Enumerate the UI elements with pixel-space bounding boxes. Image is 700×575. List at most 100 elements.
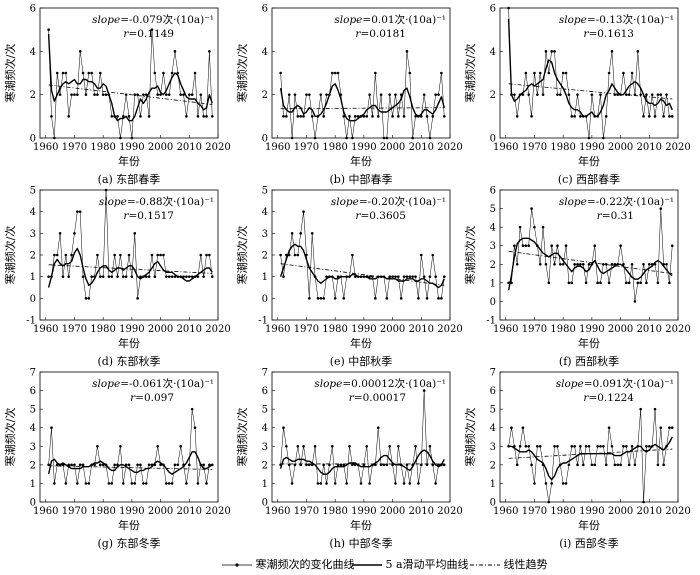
y-tick-label: -1 bbox=[26, 316, 36, 327]
series-raw-point bbox=[202, 275, 205, 278]
series-raw-point bbox=[417, 482, 420, 485]
series-raw-point bbox=[61, 275, 65, 278]
y-tick-label: 4 bbox=[490, 47, 496, 58]
series-raw-point bbox=[290, 136, 294, 140]
panel-caption: (d) 东部秋季 bbox=[97, 354, 160, 368]
series-raw-point bbox=[81, 71, 85, 75]
legend-item-raw: 寒潮频次的变化曲线 bbox=[222, 556, 355, 572]
legend-label-linear-trend: 线性趋势 bbox=[503, 558, 548, 571]
y-axis-label: 寒潮频次/次 bbox=[3, 44, 17, 103]
y-tick-label: 3 bbox=[490, 241, 496, 252]
series-raw-point bbox=[348, 115, 351, 118]
x-tick-label: 1970 bbox=[294, 142, 319, 153]
series-raw-point bbox=[544, 262, 548, 266]
series-raw-point bbox=[570, 444, 574, 448]
series-raw-point bbox=[368, 482, 371, 485]
series-raw-point bbox=[558, 93, 562, 96]
y-tick-label: 0 bbox=[490, 297, 496, 308]
series-moving-average-line bbox=[279, 449, 445, 475]
y-tick-label: 1 bbox=[262, 272, 268, 283]
panel-caption: (b) 中部春季 bbox=[329, 172, 392, 186]
series-raw-point bbox=[76, 93, 79, 96]
x-tick-label: 1970 bbox=[522, 142, 547, 153]
series-raw-point bbox=[536, 444, 539, 448]
series-raw-point bbox=[167, 275, 171, 278]
series-raw-point bbox=[84, 482, 88, 485]
series-raw-point bbox=[670, 115, 674, 118]
y-tick-label: 7 bbox=[30, 368, 36, 379]
series-raw-point bbox=[202, 115, 205, 118]
y-tick-label: 3 bbox=[490, 442, 496, 453]
series-raw-point bbox=[144, 275, 148, 278]
x-tick-label: 2010 bbox=[409, 324, 434, 335]
series-raw-point bbox=[185, 482, 188, 485]
x-tick-label: 1990 bbox=[119, 506, 144, 517]
r-annotation: r=0.1149 bbox=[123, 28, 174, 40]
series-raw-point bbox=[561, 71, 565, 75]
series-raw-point bbox=[293, 253, 297, 257]
series-raw-point bbox=[156, 253, 160, 257]
series-raw-point bbox=[348, 444, 351, 448]
series-raw-point bbox=[64, 71, 68, 75]
series-raw-point bbox=[437, 297, 440, 300]
slope-annotation: slope=0.00012次·(10a)⁻¹ bbox=[314, 377, 446, 390]
series-raw-point bbox=[670, 244, 674, 248]
y-axis-label: 寒潮频次/次 bbox=[235, 44, 249, 103]
series-raw-point bbox=[185, 115, 188, 118]
series-raw-point bbox=[656, 463, 660, 467]
series-raw-point bbox=[287, 93, 291, 96]
series-raw-point bbox=[645, 281, 648, 285]
plot-frame bbox=[499, 189, 679, 321]
y-tick-label: 7 bbox=[490, 368, 496, 379]
series-raw-point bbox=[613, 463, 617, 467]
x-tick-label: 2020 bbox=[437, 324, 462, 335]
series-raw-point bbox=[53, 136, 56, 140]
series-raw-point bbox=[362, 115, 366, 118]
series-raw-point bbox=[50, 426, 53, 430]
series-raw-point bbox=[136, 463, 139, 467]
series-raw-point bbox=[193, 426, 197, 430]
series-raw-point bbox=[282, 115, 285, 118]
series-raw-point bbox=[547, 500, 551, 504]
series-raw-point bbox=[662, 463, 665, 467]
series-raw-point bbox=[50, 115, 53, 118]
series-raw-point bbox=[579, 262, 582, 266]
series-raw-point bbox=[110, 482, 114, 485]
series-raw-point bbox=[107, 482, 111, 485]
y-tick-label: 4 bbox=[262, 423, 268, 434]
series-raw-point bbox=[576, 93, 579, 96]
r-annotation: r=0.1517 bbox=[123, 210, 174, 222]
x-tick-label: 1990 bbox=[351, 142, 376, 153]
x-tick-label: 2010 bbox=[177, 324, 202, 335]
series-raw-point bbox=[633, 300, 637, 303]
y-tick-label: 6 bbox=[30, 4, 36, 15]
x-tick-label: 2000 bbox=[608, 506, 633, 517]
series-raw-point bbox=[524, 244, 528, 248]
y-tick-label: 2 bbox=[262, 90, 268, 101]
plot-frame bbox=[499, 371, 679, 503]
r-annotation: r=0.0181 bbox=[355, 28, 406, 40]
x-tick-label: 1960 bbox=[33, 142, 58, 153]
series-raw-point bbox=[391, 115, 394, 118]
y-axis-label: 寒潮频次/次 bbox=[3, 408, 17, 467]
series-raw-point bbox=[322, 115, 325, 118]
y-tick-label: 4 bbox=[262, 47, 268, 58]
series-raw-point bbox=[90, 71, 93, 75]
series-raw-point bbox=[133, 232, 137, 235]
series-raw-point bbox=[428, 444, 432, 448]
series-raw-point bbox=[374, 297, 377, 300]
series-linear-trend-line bbox=[48, 264, 213, 274]
y-tick-label: 0 bbox=[30, 134, 36, 145]
x-axis-label: 年份 bbox=[350, 518, 372, 532]
series-moving-average-line bbox=[279, 243, 445, 289]
series-raw-point bbox=[670, 426, 674, 430]
y-tick-label: 5 bbox=[490, 405, 496, 416]
series-raw-point bbox=[61, 71, 65, 75]
series-raw-point bbox=[165, 482, 168, 485]
series-raw-line bbox=[48, 409, 213, 484]
series-raw-point bbox=[576, 463, 579, 467]
series-raw-point bbox=[196, 115, 200, 118]
series-raw-point bbox=[619, 463, 622, 467]
series-raw-point bbox=[167, 482, 171, 485]
series-raw-point bbox=[405, 275, 409, 278]
